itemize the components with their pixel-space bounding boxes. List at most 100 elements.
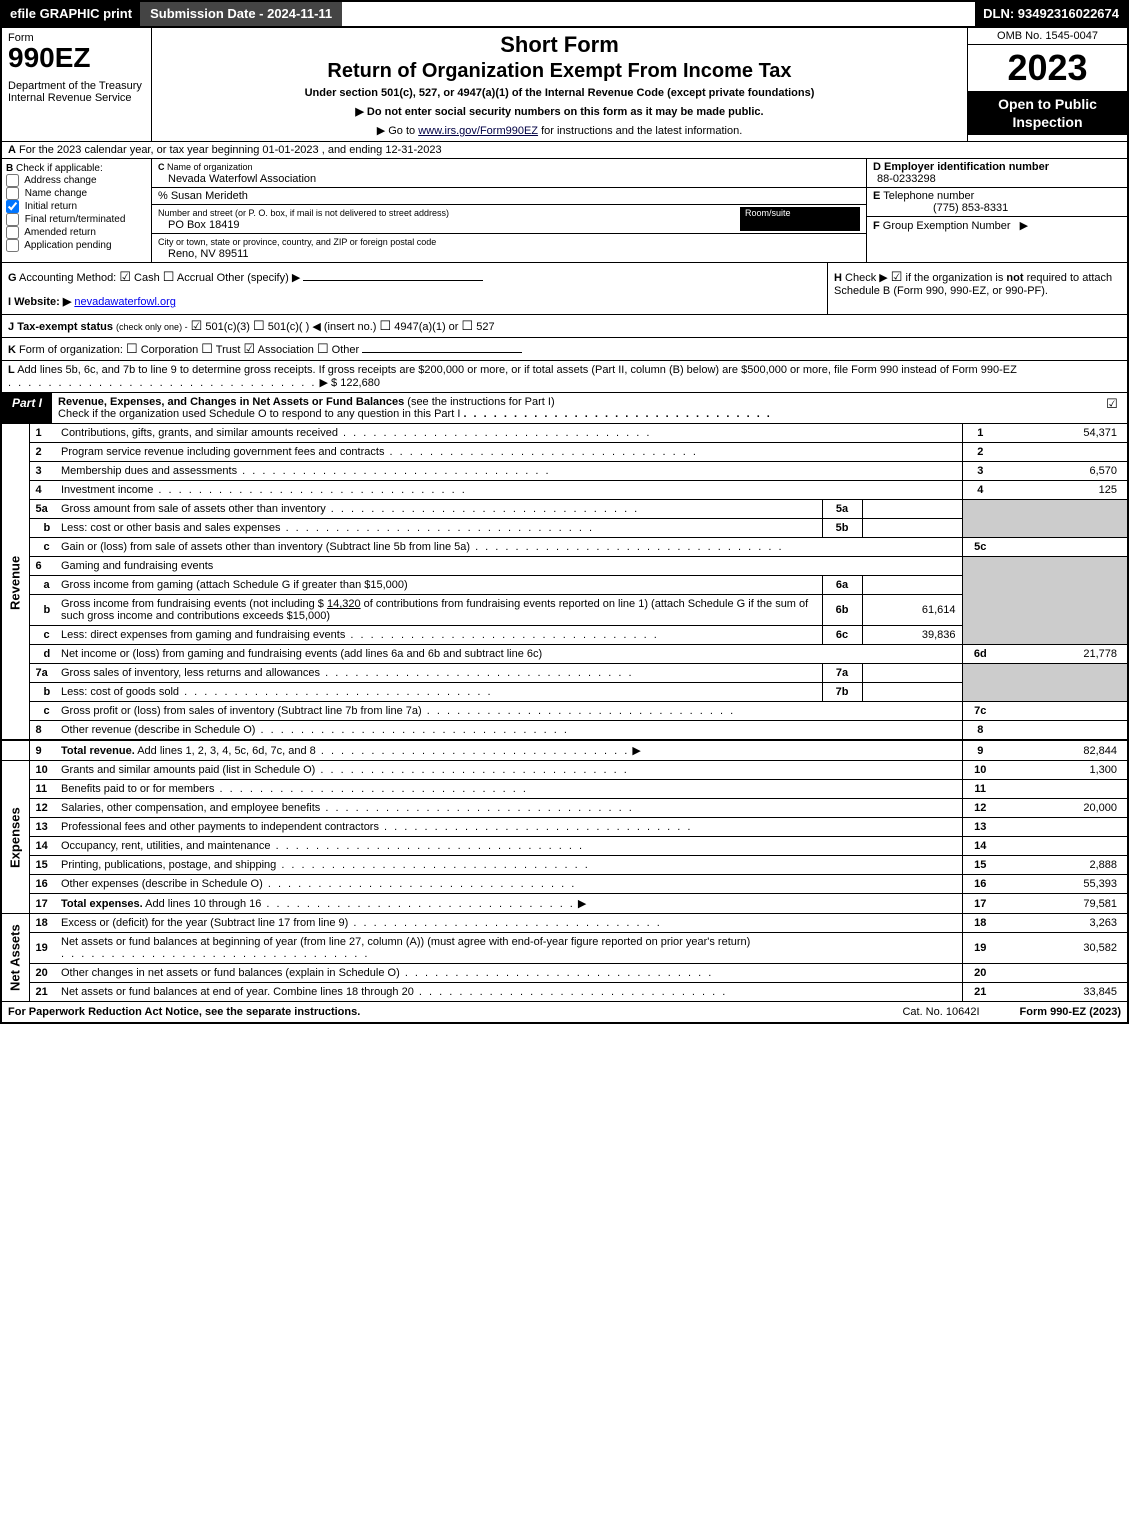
form-header: Form 990EZ Department of the Treasury In…: [0, 28, 1129, 142]
g-accrual: Accrual: [177, 272, 214, 284]
gh-row: G Accounting Method: ☑ Cash ☐ Accrual Ot…: [0, 263, 1129, 315]
line-4: 4 Investment income 4 125: [1, 481, 1128, 500]
goto-post: for instructions and the latest informat…: [538, 125, 742, 137]
line-19: 19 Net assets or fund balances at beginn…: [1, 933, 1128, 964]
ein: 88-0233298: [873, 173, 936, 185]
part-i-title-block: Revenue, Expenses, and Changes in Net As…: [52, 393, 1097, 423]
section-def: D Employer identification number 88-0233…: [867, 159, 1127, 262]
line-13: 13 Professional fees and other payments …: [1, 818, 1128, 837]
line-7c: c Gross profit or (loss) from sales of i…: [1, 702, 1128, 721]
info-block: B Check if applicable: Address change Na…: [0, 159, 1129, 263]
j-insert: ◀ (insert no.): [312, 321, 376, 333]
h-checkbox[interactable]: ☑: [891, 269, 903, 284]
goto-pre: ▶ Go to: [377, 125, 418, 137]
k-corp: Corporation: [141, 344, 198, 356]
chk-final-return[interactable]: Final return/terminated: [6, 213, 147, 226]
irs-link[interactable]: www.irs.gov/Form990EZ: [418, 125, 538, 137]
section-g: G Accounting Method: ☑ Cash ☐ Accrual Ot…: [2, 263, 827, 314]
j-501c3-chk[interactable]: ☑: [191, 318, 203, 333]
chk-application-pending[interactable]: Application pending: [6, 239, 147, 252]
footer-catno: Cat. No. 10642I: [902, 1006, 979, 1018]
g-text: Accounting Method:: [19, 272, 116, 284]
irs-label: Internal Revenue Service: [8, 92, 145, 104]
k-trust-chk[interactable]: ☐: [201, 341, 213, 356]
g-accrual-chk[interactable]: ☐: [163, 269, 175, 284]
part-i-check-text: Check if the organization used Schedule …: [58, 408, 460, 420]
street-label: Number and street (or P. O. box, if mail…: [158, 208, 449, 218]
line-6b-amount: 14,320: [327, 598, 361, 610]
room-label: Room/suite: [745, 208, 791, 218]
line-2: 2 Program service revenue including gove…: [1, 443, 1128, 462]
h-text1: Check ▶: [845, 272, 888, 284]
k-text: Form of organization:: [19, 344, 123, 356]
label-b: B: [6, 163, 13, 174]
website-link[interactable]: nevadawaterfowl.org: [74, 296, 176, 308]
section-c: C Name of organization Nevada Waterfowl …: [152, 159, 867, 262]
chk-name-change[interactable]: Name change: [6, 187, 147, 200]
j-4947-chk[interactable]: ☐: [380, 318, 392, 333]
line-18: Net Assets 18 Excess or (deficit) for th…: [1, 914, 1128, 933]
footer-formref: Form 990-EZ (2023): [1020, 1006, 1121, 1018]
label-c: C: [158, 162, 165, 172]
line-12: 12 Salaries, other compensation, and emp…: [1, 799, 1128, 818]
goto-line: ▶ Go to www.irs.gov/Form990EZ for instru…: [156, 124, 963, 137]
row-a: A For the 2023 calendar year, or tax yea…: [0, 142, 1129, 159]
line-6c: c Less: direct expenses from gaming and …: [1, 626, 1128, 645]
part-i-label: Part I: [2, 393, 52, 423]
section-l: L Add lines 5b, 6c, and 7b to line 9 to …: [0, 361, 1129, 393]
chk-address-change[interactable]: Address change: [6, 174, 147, 187]
chk-initial-return[interactable]: Initial return: [6, 200, 147, 213]
g-cash-chk[interactable]: ☑: [119, 269, 131, 284]
j-501c: 501(c)( ): [268, 321, 310, 333]
city-label: City or town, state or province, country…: [158, 237, 436, 247]
j-527-chk[interactable]: ☐: [462, 318, 474, 333]
line-8: 8 Other revenue (describe in Schedule O)…: [1, 721, 1128, 741]
k-trust: Trust: [216, 344, 241, 356]
l-amount: 122,680: [340, 377, 380, 389]
line-14: 14 Occupancy, rent, utilities, and maint…: [1, 837, 1128, 856]
j-pre: Tax-exempt status: [17, 321, 113, 333]
k-corp-chk[interactable]: ☐: [126, 341, 138, 356]
e-heading: Telephone number: [883, 190, 974, 202]
tax-year: 2023: [968, 45, 1127, 91]
j-501c-chk[interactable]: ☐: [253, 318, 265, 333]
label-f: F: [873, 220, 880, 232]
part-i-schedule-o-checkbox[interactable]: ☑: [1097, 393, 1127, 423]
section-b: B Check if applicable: Address change Na…: [2, 159, 152, 262]
l-text: Add lines 5b, 6c, and 7b to line 9 to de…: [17, 364, 1017, 376]
submission-date: Submission Date - 2024-11-11: [140, 2, 342, 26]
label-h: H: [834, 272, 842, 284]
financial-table: Revenue 1 Contributions, gifts, grants, …: [0, 424, 1129, 1002]
efile-print-label[interactable]: efile GRAPHIC print: [2, 2, 140, 26]
chk-amended-return[interactable]: Amended return: [6, 226, 147, 239]
line-3: 3 Membership dues and assessments 3 6,57…: [1, 462, 1128, 481]
d-heading: Employer identification number: [884, 161, 1049, 173]
revenue-side-label: Revenue: [1, 424, 29, 740]
dln: DLN: 93492316022674: [975, 2, 1127, 26]
line-5a: 5a Gross amount from sale of assets othe…: [1, 500, 1128, 519]
g-other-blank[interactable]: [303, 280, 483, 281]
subtitle: Under section 501(c), 527, or 4947(a)(1)…: [156, 87, 963, 99]
label-i: I: [8, 296, 11, 308]
tax-year-range: For the 2023 calendar year, or tax year …: [19, 144, 442, 156]
org-name: Nevada Waterfowl Association: [158, 173, 316, 185]
j-4947: 4947(a)(1) or: [394, 321, 458, 333]
label-g: G: [8, 272, 17, 284]
k-assoc-chk[interactable]: ☑: [244, 341, 256, 356]
l-arrow: ▶ $: [320, 377, 338, 389]
ssn-warning: ▶ Do not enter social security numbers o…: [156, 105, 963, 118]
arrow-icon: ▶: [578, 898, 586, 910]
line-5c: c Gain or (loss) from sale of assets oth…: [1, 538, 1128, 557]
section-j: J Tax-exempt status (check only one) - ☑…: [0, 315, 1129, 338]
open-to-public: Open to Public Inspection: [968, 91, 1127, 135]
k-other-blank[interactable]: [362, 352, 522, 353]
phone: (775) 853-8331: [873, 202, 1008, 214]
line-1: Revenue 1 Contributions, gifts, grants, …: [1, 424, 1128, 443]
b-heading: Check if applicable:: [16, 163, 103, 174]
f-arrow: ▶: [1020, 220, 1028, 232]
k-other-chk[interactable]: ☐: [317, 341, 329, 356]
h-not: not: [1006, 272, 1023, 284]
label-e: E: [873, 190, 880, 202]
g-cash: Cash: [134, 272, 160, 284]
dots: [8, 377, 316, 389]
